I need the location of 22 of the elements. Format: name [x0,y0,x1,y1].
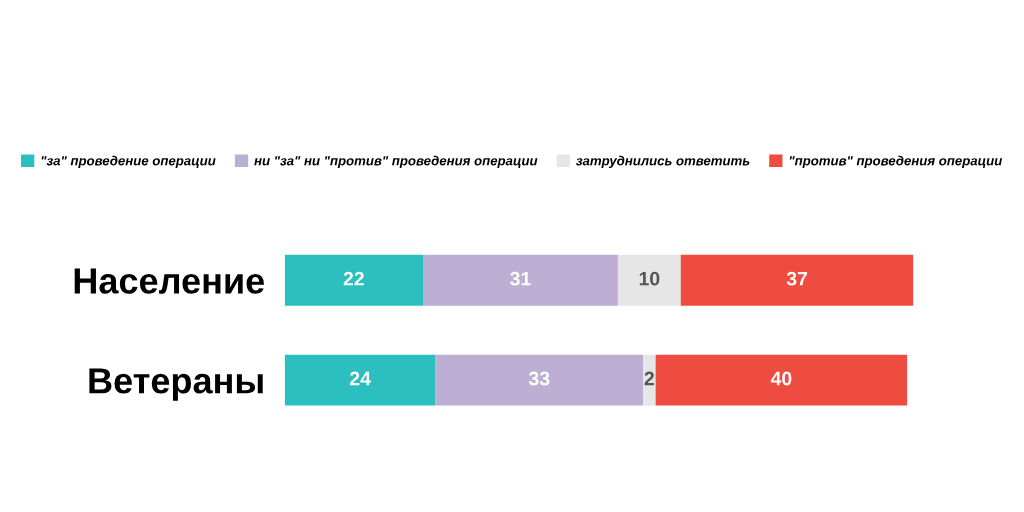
data-label: 37 [786,271,808,286]
bar [284,354,436,406]
bar [422,254,618,306]
y-tick-label: Ветераны [89,368,263,401]
data-label: 24 [349,371,371,386]
bar [680,254,914,306]
data-label: 33 [528,371,550,386]
data-label: 10 [639,271,660,286]
y-tick-label: Население [74,268,264,294]
data-label: 40 [770,371,792,386]
legend-label: ни "за" ни "против" проведения операции [254,155,538,168]
bar [655,354,908,406]
legend-label: "за" проведение операции [41,155,216,168]
data-label: 22 [343,271,364,286]
bar [284,254,423,306]
data-label: 2 [644,371,654,386]
legend-label: затруднились ответить [575,155,750,168]
legend-label: "против" проведения операции [789,155,1003,168]
data-label: 31 [510,271,531,286]
bar [617,254,681,306]
bar [435,354,644,406]
bar [643,354,656,406]
